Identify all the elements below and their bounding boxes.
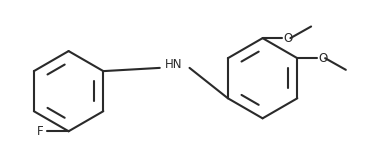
Text: O: O xyxy=(318,52,327,65)
Text: F: F xyxy=(37,125,43,138)
Text: HN: HN xyxy=(165,57,183,70)
Text: O: O xyxy=(283,32,293,45)
